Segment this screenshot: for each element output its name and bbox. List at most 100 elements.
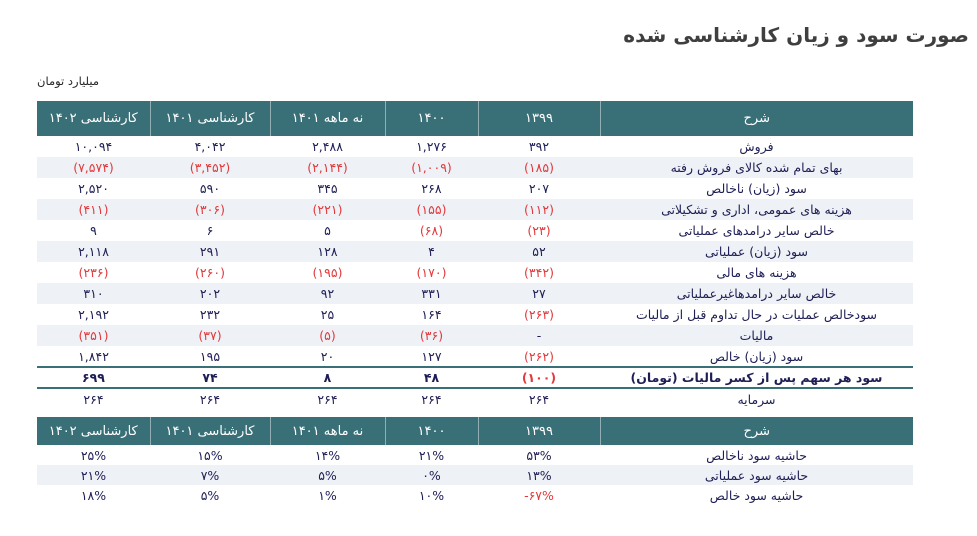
row-label: سود (زیان) خالص — [709, 348, 804, 364]
value-cell: ۱۹۵ — [199, 348, 221, 364]
row-label: خالص سایر درامدهاغیرعملیاتی — [676, 286, 837, 302]
table-row: هزینه های مالی (۳۴۲) (۱۷۰) (۱۹۵) (۲۶۰) (۲۳۶) — [37, 262, 913, 283]
value-cell: ۲۱% — [80, 467, 107, 483]
pnl-table: شرح ۱۳۹۹ ۱۴۰۰ نه ماهه ۱۴۰۱ کارشناسی ۱۴۰۱ کارش… — [37, 101, 913, 409]
value-cell: ۵% — [318, 467, 337, 483]
value-cell: ۲۹۱ — [199, 244, 221, 260]
table-row: مالیات - (۳۶) (۵) (۳۷) (۳۵۱) — [37, 325, 913, 347]
value-cell: ۲۳۲ — [199, 307, 221, 323]
value-cell: ۵۹۰ — [199, 181, 221, 197]
row-label: خالص سایر درامدهای عملیاتی — [678, 223, 835, 239]
value-cell: ۲۰۷ — [528, 181, 550, 197]
value-cell: -۶۷% — [524, 487, 554, 503]
column-header: ۱۴۰۰ — [385, 101, 479, 137]
table-row: هزینه های عمومی، اداری و تشکیلاتی (۱۱۲) (۱… — [37, 199, 913, 221]
value-cell: ۹۲ — [320, 286, 335, 302]
value-cell: (۲۶۰) — [195, 265, 225, 281]
value-cell: (۱,۰۰۹) — [411, 160, 452, 176]
value-cell: ۲۶۴ — [421, 391, 442, 407]
value-cell: (۳۶) — [419, 328, 444, 344]
table-row: خالص سایر درامدهای عملیاتی (۲۳) (۶۸) ۵ ۶ ۹ — [37, 220, 913, 241]
value-cell: ۱۸% — [80, 487, 107, 503]
value-cell: ۲۶۴ — [317, 391, 338, 407]
row-label: فروش — [739, 139, 774, 155]
value-cell: (۲۶۳) — [524, 307, 554, 323]
value-cell: ۲,۵۲۰ — [78, 181, 109, 197]
value-cell: (۵) — [319, 328, 336, 344]
row-label: حاشیه سود عملیاتی — [704, 467, 809, 483]
value-cell: ۸ — [270, 366, 385, 390]
column-header: ۱۳۹۹ — [478, 101, 601, 137]
table-row: سود (زیان) خالص (۲۶۲) ۱۲۷ ۲۰ ۱۹۵ ۱,۸۴۲ — [37, 346, 913, 367]
value-cell: ۱۰% — [418, 487, 445, 503]
value-cell: (۱۵۵) — [416, 202, 447, 218]
value-cell: (۳۴۲) — [524, 265, 554, 281]
row-label: مالیات — [739, 328, 774, 344]
value-cell: ۱% — [318, 487, 337, 503]
pnl-header-row: شرح ۱۳۹۹ ۱۴۰۰ نه ماهه ۱۴۰۱ کارشناسی ۱۴۰۱ کارش… — [37, 101, 913, 137]
value-cell: ۱۰,۰۹۴ — [74, 139, 113, 155]
value-cell: (۲۳۶) — [78, 265, 109, 281]
value-cell: ۴۸ — [385, 366, 478, 390]
value-cell: ۱۶۴ — [421, 307, 442, 323]
value-cell: ۶۹۹ — [37, 366, 150, 390]
table-row: خالص سایر درامدهاغیرعملیاتی ۲۷ ۳۳۱ ۹۲ ۲۰۲ ۳۱۰ — [37, 283, 913, 305]
value-cell: (۷,۵۷۴) — [73, 160, 114, 176]
value-cell: (۲۶۲) — [524, 348, 554, 364]
margins-header-row: شرح ۱۳۹۹ ۱۴۰۰ نه ماهه ۱۴۰۱ کارشناسی ۱۴۰۱ کارش… — [37, 417, 913, 446]
row-label: هزینه های مالی — [716, 265, 797, 281]
value-cell: (۲۲۱) — [312, 202, 343, 218]
table-row: حاشیه سود خالص -۶۷% ۱۰% ۱% ۵% ۱۸% — [37, 485, 913, 505]
value-cell: ۱۴% — [314, 447, 341, 463]
value-cell: ۹ — [90, 223, 97, 239]
value-cell: (۱۸۵) — [524, 160, 554, 176]
value-cell: ۳۳۱ — [421, 286, 442, 302]
table-row: سود (زیان) ناخالص ۲۰۷ ۲۶۸ ۳۴۵ ۵۹۰ ۲,۵۲۰ — [37, 178, 913, 199]
value-cell: ۲۵ — [320, 307, 335, 323]
value-cell: - — [536, 328, 542, 344]
value-cell: ۳۴۵ — [317, 181, 338, 197]
value-cell: (۱۱۲) — [524, 202, 554, 218]
value-cell: ۲۵% — [80, 447, 107, 463]
table-row: حاشیه سود ناخالص ۵۳% ۲۱% ۱۴% ۱۵% ۲۵% — [37, 445, 913, 465]
value-cell: (۲۳) — [527, 223, 551, 239]
value-cell: ۵ — [324, 223, 331, 239]
value-cell: ۳۱۰ — [83, 286, 104, 302]
column-header: کارشناسی ۱۴۰۲ — [37, 417, 151, 446]
value-cell: ۱۵% — [197, 447, 223, 463]
value-cell: ۶ — [206, 223, 214, 239]
value-cell: ۱۳% — [526, 467, 552, 483]
table-row: سود (زیان) عملیاتی ۵۲ ۴ ۱۲۸ ۲۹۱ ۲,۱۱۸ — [37, 241, 913, 263]
value-cell: (۶۸) — [419, 223, 444, 239]
column-header: شرح — [600, 417, 913, 446]
value-cell: ۲۶۴ — [199, 391, 221, 407]
row-label: سود (زیان) عملیاتی — [704, 244, 808, 260]
value-cell: ۱۲۸ — [317, 244, 338, 260]
value-cell: (۳,۴۵۲) — [189, 160, 231, 176]
column-header: نه ماهه ۱۴۰۱ — [270, 101, 386, 137]
column-header: کارشناسی ۱۴۰۲ — [37, 101, 151, 137]
table-row: فروش ۳۹۲ ۱,۲۷۶ ۲,۴۸۸ ۴,۰۴۲ ۱۰,۰۹۴ — [37, 136, 913, 157]
row-label: سودخالص عملیات در حال تداوم قبل از مالیا… — [635, 307, 878, 323]
row-label: سود (زیان) ناخالص — [706, 181, 807, 197]
column-header: ۱۳۹۹ — [478, 417, 601, 446]
column-header: شرح — [600, 101, 913, 137]
table-row: سود هر سهم پس از کسر مالیات (تومان) (۱۰۰)… — [37, 366, 913, 390]
page-title: صورت سود و زیان کارشناسی شده — [623, 23, 969, 48]
row-label: سود هر سهم پس از کسر مالیات (تومان) — [600, 366, 913, 390]
value-cell: ۲۱% — [418, 447, 445, 463]
value-cell: ۴ — [428, 244, 435, 260]
value-cell: ۷% — [200, 467, 220, 483]
table-row: سودخالص عملیات در حال تداوم قبل از مالیا… — [37, 304, 913, 325]
value-cell: ۲۷ — [532, 286, 546, 302]
value-cell: ۲۶۴ — [528, 391, 550, 407]
value-cell: ۵۲ — [532, 244, 546, 260]
value-cell: (۱۷۰) — [416, 265, 447, 281]
value-cell: ۱۲۷ — [421, 348, 442, 364]
value-cell: ۴,۰۴۲ — [194, 139, 226, 155]
row-label: هزینه های عمومی، اداری و تشکیلاتی — [661, 202, 852, 218]
value-cell: (۴۱۱) — [78, 202, 109, 218]
value-cell: ۲,۱۹۲ — [78, 307, 109, 323]
value-cell: (۱۰۰) — [478, 366, 600, 390]
value-cell: ۲۶۸ — [421, 181, 442, 197]
